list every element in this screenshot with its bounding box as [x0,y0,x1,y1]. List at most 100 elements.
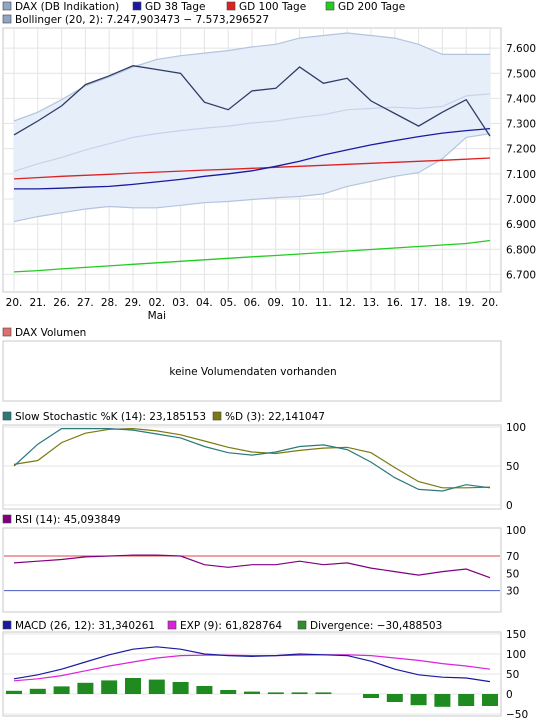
macd-divergence-bar-0 [6,690,22,694]
price-ytick-4: 7.100 [506,169,536,181]
x-label-1: 21. [29,297,46,309]
stoch-legend-label-0: Slow Stochastic %K (14): 23,185153 [15,411,206,423]
price-ytick-3: 7.000 [506,194,536,206]
x-label-13: 11. [315,297,332,309]
x-label-7: 03. [172,297,189,309]
bollinger-upper-line [13,32,490,122]
macd-divergence-bar-19 [458,694,475,706]
stoch-d-line [13,427,491,489]
macd-divergence-bar-11 [267,692,284,694]
bollinger-lower-line [13,133,491,223]
gd100-line [13,157,491,180]
x-label-11: 09. [267,297,284,309]
volume-legend-swatch-0 [2,327,12,337]
x-label-17: 17. [410,297,427,309]
x-label-16: 16. [386,297,403,309]
macd-divergence-bar-15 [363,694,379,698]
bollinger-legend-label-0: Bollinger (20, 2): 7.247,903473 − 7.573,… [15,14,269,26]
price-legend-swatch-1 [132,1,142,11]
macd-legend-label-0: MACD (26, 12): 31,340261 [15,620,155,632]
price-legend-label-2: GD 100 Tage [239,1,306,13]
dax-price-line [13,65,491,137]
x-label-12: 10. [291,297,308,309]
macd-divergence-bar-16 [386,694,403,702]
x-label-8: 04. [196,297,213,309]
macd-divergence-bar-13 [315,692,332,694]
price-ytick-0: 6.700 [506,269,536,281]
price-legend-swatch-3 [325,1,335,11]
stoch-legend-swatch-1 [212,411,222,421]
x-label-3: 27. [77,297,94,309]
macd-divergence-bar-4 [101,680,118,694]
stochastic-panel-frame [2,424,502,510]
price-ytick-2: 6.900 [506,219,536,231]
gd38-line [14,127,491,190]
macd-divergence-bar-3 [77,682,94,694]
volume-no-data-message: keine Volumendaten vorhanden [169,366,336,378]
x-label-19: 19. [458,297,475,309]
rsi-legend-swatch-0 [2,514,12,524]
bollinger-legend-swatch-0 [2,14,12,24]
macd-line [13,646,491,683]
price-ytick-8: 7.500 [506,68,536,80]
macd-legend-label-2: Divergence: −30,488503 [310,620,442,632]
price-ytick-9: 7.600 [506,43,536,55]
x-label-15: 13. [363,297,380,309]
macd-legend-swatch-1 [167,620,177,630]
stoch-legend-swatch-0 [2,411,12,421]
price-legend-label-0: DAX (DB Indikation) [15,1,119,13]
bollinger-band-area [14,33,490,222]
macd-divergence-bar-20 [482,694,498,706]
price-ytick-6: 7.300 [506,119,536,131]
rsi-line [13,554,491,579]
macd-divergence-bar-2 [53,686,70,694]
x-label-18: 18. [434,297,451,309]
price-legend-label-3: GD 200 Tage [338,1,405,13]
x-label-14: 12. [339,297,356,309]
macd-legend-label-1: EXP (9): 61,828764 [180,620,282,632]
macd-ytick-2: 50 [506,669,519,681]
macd-divergence-bar-5 [125,678,141,694]
x-label-5: 29. [125,297,142,309]
stoch-k-line [13,428,491,492]
x-label-4: 28. [101,297,118,309]
macd-divergence-bar-6 [148,679,165,694]
bollinger-mid-line [13,93,491,172]
rsi-ytick-1: 50 [506,568,519,580]
price-ytick-5: 7.200 [506,144,536,156]
price-ytick-7: 7.400 [506,93,536,105]
rsi-ytick-2: 70 [506,551,519,563]
volume-panel-frame [2,340,502,402]
macd-divergence-bar-8 [196,686,213,694]
stoch-ytick-1: 50 [506,461,519,473]
macd-legend-swatch-0 [2,620,12,630]
macd-legend-swatch-2 [297,620,307,630]
macd-divergence-bar-12 [291,692,308,694]
x-label-20: 20. [482,297,499,309]
rsi-ytick-3: 100 [506,525,526,537]
stoch-ytick-2: 100 [506,422,526,434]
macd-divergence-bar-10 [244,691,260,694]
macd-ytick-0: −50 [506,709,528,721]
macd-ytick-3: 100 [506,649,526,661]
macd-divergence-bar-18 [434,694,451,707]
volume-legend-label-0: DAX Volumen [15,327,86,339]
macd-divergence-bar-1 [29,688,46,694]
macd-ytick-4: 150 [506,629,526,641]
macd-divergence-bar-7 [172,682,189,694]
gd200-line [13,239,491,273]
stoch-legend-label-1: %D (3): 22,141047 [225,411,325,423]
macd-exp-line [13,654,491,682]
x-label-2: 26. [53,297,70,309]
macd-divergence-bar-9 [220,690,237,694]
x-sublabel-month: Mai [148,310,166,322]
rsi-ytick-0: 30 [506,586,519,598]
price-legend-swatch-0 [2,1,12,11]
rsi-panel-frame [2,527,502,613]
x-label-6: 02. [148,297,165,309]
stoch-ytick-0: 0 [506,500,513,512]
price-ytick-1: 6.800 [506,244,536,256]
price-legend-swatch-2 [226,1,236,11]
macd-divergence-bar-17 [410,694,427,706]
